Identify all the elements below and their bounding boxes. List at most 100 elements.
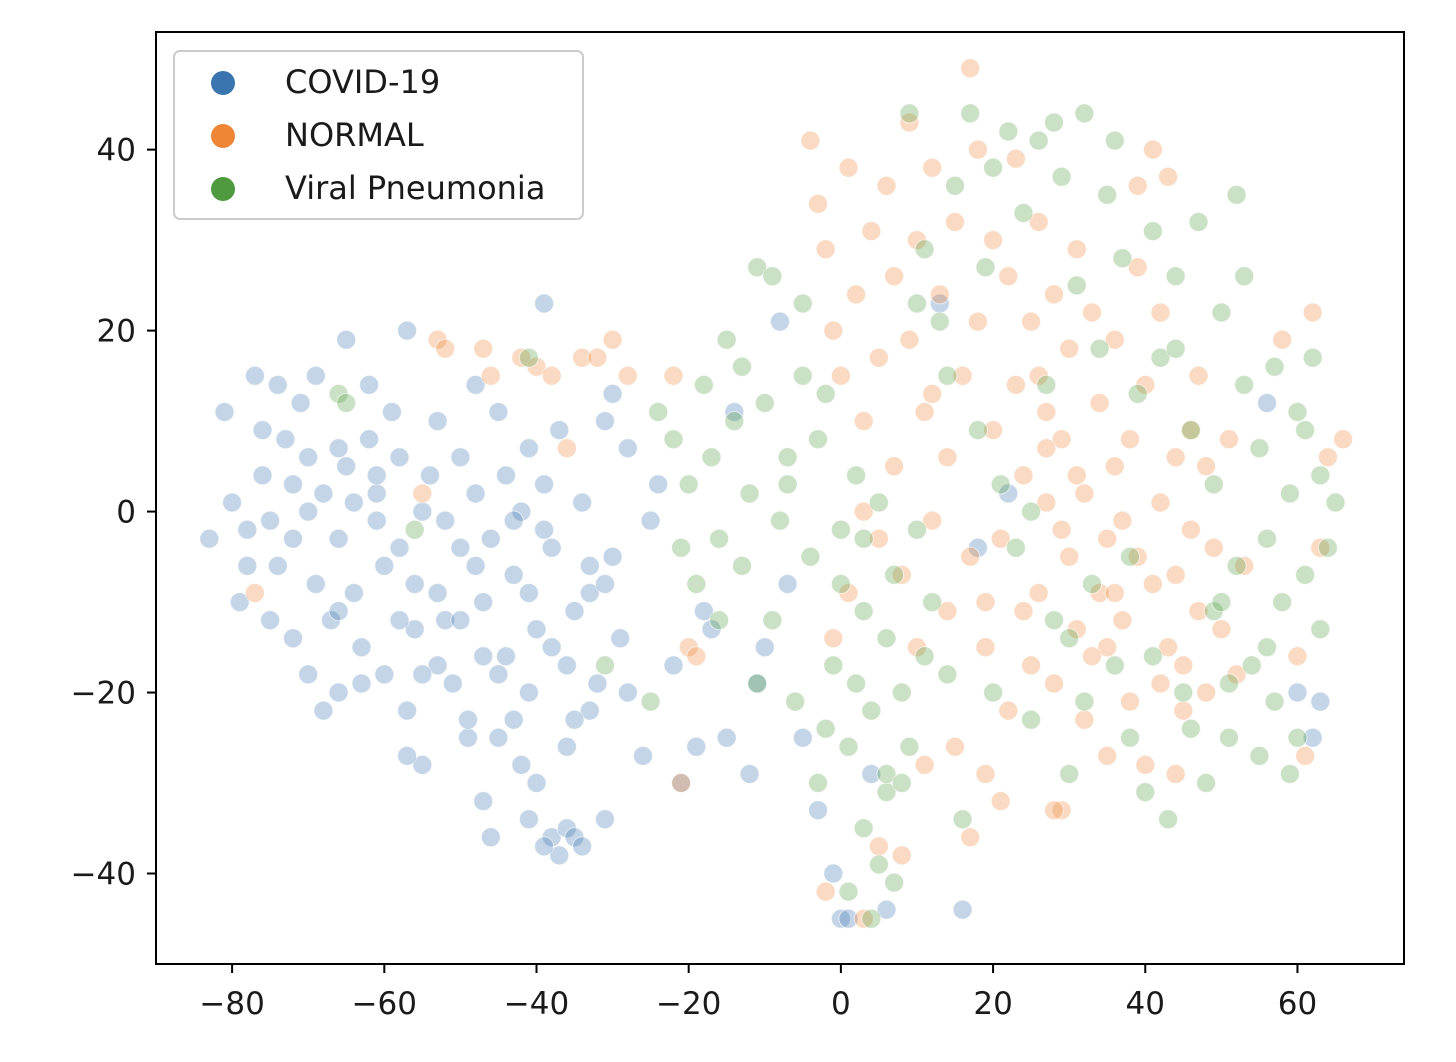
legend-box <box>173 50 584 220</box>
data-point <box>420 465 440 486</box>
data-point <box>1272 329 1293 350</box>
data-point <box>884 564 905 585</box>
data-point <box>587 347 608 368</box>
data-point <box>777 447 798 468</box>
data-point <box>290 393 311 413</box>
data-point <box>907 293 927 314</box>
data-point <box>1165 447 1186 468</box>
data-point <box>1295 564 1316 585</box>
data-point <box>1120 691 1140 712</box>
data-point <box>633 745 653 766</box>
data-point <box>808 193 828 214</box>
data-point <box>990 474 1011 495</box>
data-point <box>404 619 425 640</box>
data-point <box>1013 465 1034 486</box>
data-point <box>792 365 813 386</box>
data-point <box>1074 709 1095 730</box>
data-point <box>830 574 851 594</box>
data-point <box>1219 727 1239 748</box>
data-point <box>579 700 600 721</box>
data-point <box>853 908 874 929</box>
series-3 <box>328 103 1346 929</box>
data-point <box>244 583 265 603</box>
data-point <box>1120 546 1140 567</box>
data-point <box>305 365 326 386</box>
data-point <box>1021 709 1042 730</box>
data-point <box>534 293 555 314</box>
legend-label: COVID-19 <box>285 63 440 101</box>
x-tick-label: 60 <box>1278 986 1317 1022</box>
data-point <box>739 483 760 504</box>
data-point <box>473 338 494 359</box>
data-point <box>1104 655 1125 676</box>
data-point <box>351 637 372 658</box>
data-point <box>990 528 1011 549</box>
x-tick-label: 20 <box>973 986 1012 1022</box>
data-point <box>1257 393 1277 413</box>
data-point <box>922 383 943 404</box>
data-point <box>556 438 577 459</box>
data-point <box>747 673 768 694</box>
data-point <box>853 501 874 522</box>
data-point <box>366 465 387 486</box>
data-point <box>579 583 600 603</box>
data-point <box>891 682 912 703</box>
data-point <box>732 555 752 576</box>
data-point <box>876 782 897 803</box>
data-point <box>1310 691 1331 712</box>
data-point <box>541 637 562 658</box>
data-point <box>473 592 494 613</box>
data-point <box>427 583 448 603</box>
data-point <box>1226 184 1247 205</box>
data-point <box>808 800 828 821</box>
data-point <box>868 528 889 549</box>
data-point <box>1211 619 1232 640</box>
data-point <box>1241 655 1262 676</box>
data-point <box>1188 601 1209 622</box>
data-point <box>815 239 836 260</box>
data-point <box>480 528 501 549</box>
data-point <box>868 836 889 857</box>
data-point <box>328 682 349 703</box>
data-point <box>1051 519 1072 540</box>
data-point <box>800 130 821 151</box>
data-point <box>1203 474 1224 495</box>
data-point <box>1150 673 1171 694</box>
data-point <box>1173 700 1194 721</box>
data-point <box>922 157 943 178</box>
data-point <box>229 592 250 613</box>
data-point <box>267 374 288 395</box>
data-point <box>1180 718 1201 739</box>
data-point <box>1021 501 1042 522</box>
data-point <box>1059 546 1080 567</box>
data-point <box>572 492 593 513</box>
data-point <box>328 601 349 622</box>
data-point <box>983 157 1004 178</box>
data-point <box>884 456 905 477</box>
data-point <box>298 501 319 522</box>
data-point <box>785 691 806 712</box>
data-point <box>937 365 958 386</box>
data-point <box>1226 555 1247 576</box>
data-point <box>343 492 364 513</box>
data-point <box>549 420 570 441</box>
data-point <box>1257 528 1277 549</box>
data-point <box>587 673 608 694</box>
data-point <box>1295 420 1316 441</box>
data-point <box>1005 148 1026 169</box>
data-point <box>541 365 562 386</box>
data-point <box>1142 221 1163 242</box>
data-point <box>853 601 874 622</box>
data-point <box>1158 637 1179 658</box>
data-point <box>1173 682 1194 703</box>
data-point <box>1104 130 1125 151</box>
data-point <box>1127 383 1148 404</box>
data-point <box>541 537 562 558</box>
data-point <box>549 845 570 866</box>
data-point <box>914 646 935 667</box>
y-tick-label: −20 <box>71 676 136 712</box>
data-point <box>1074 483 1095 504</box>
data-point <box>1097 184 1118 205</box>
data-point <box>381 402 402 422</box>
